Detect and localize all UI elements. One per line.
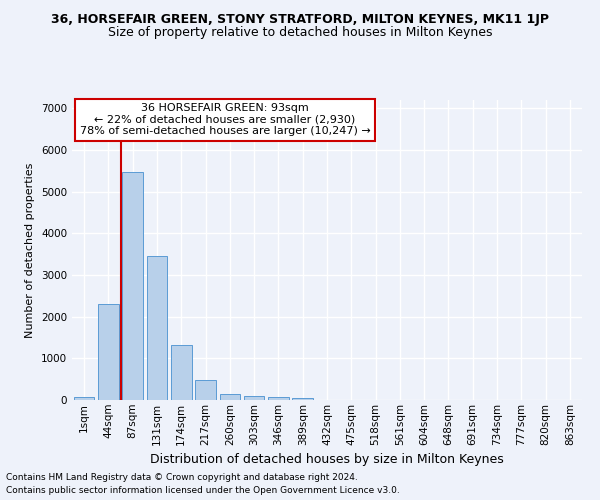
Bar xyxy=(171,346,191,400)
Text: Contains public sector information licensed under the Open Government Licence v3: Contains public sector information licen… xyxy=(6,486,400,495)
Bar xyxy=(98,304,119,400)
Bar xyxy=(220,394,240,400)
Bar xyxy=(292,398,313,400)
Bar xyxy=(268,398,289,400)
Text: 36, HORSEFAIR GREEN, STONY STRATFORD, MILTON KEYNES, MK11 1JP: 36, HORSEFAIR GREEN, STONY STRATFORD, MI… xyxy=(51,12,549,26)
Text: 36 HORSEFAIR GREEN: 93sqm
← 22% of detached houses are smaller (2,930)
78% of se: 36 HORSEFAIR GREEN: 93sqm ← 22% of detac… xyxy=(80,103,370,136)
Bar xyxy=(195,380,216,400)
Bar xyxy=(74,397,94,400)
Bar xyxy=(244,396,265,400)
X-axis label: Distribution of detached houses by size in Milton Keynes: Distribution of detached houses by size … xyxy=(150,453,504,466)
Bar xyxy=(146,256,167,400)
Bar xyxy=(122,172,143,400)
Y-axis label: Number of detached properties: Number of detached properties xyxy=(25,162,35,338)
Text: Size of property relative to detached houses in Milton Keynes: Size of property relative to detached ho… xyxy=(108,26,492,39)
Text: Contains HM Land Registry data © Crown copyright and database right 2024.: Contains HM Land Registry data © Crown c… xyxy=(6,474,358,482)
